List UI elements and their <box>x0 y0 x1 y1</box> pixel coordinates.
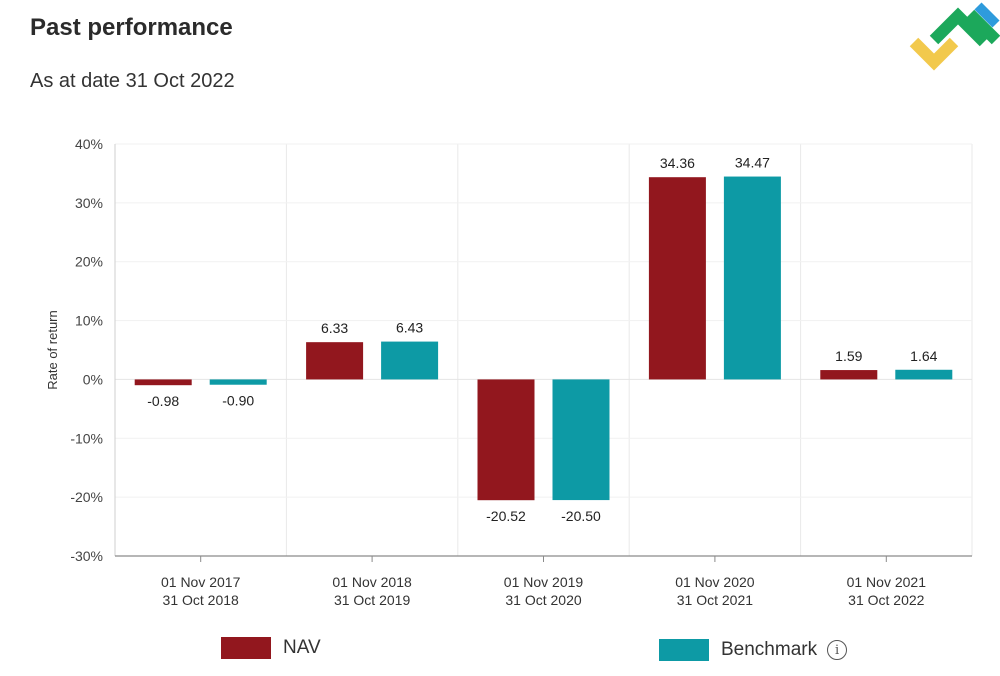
legend-nav[interactable]: NAV <box>221 637 321 659</box>
data-label: 34.36 <box>660 155 695 171</box>
x-tick-label: 31 Oct 2020 <box>505 592 581 608</box>
x-tick-label: 01 Nov 2017 <box>161 574 241 590</box>
brand-logo-icon <box>908 0 1000 97</box>
x-tick-label: 01 Nov 2018 <box>332 574 412 590</box>
x-tick-label: 01 Nov 2020 <box>675 574 755 590</box>
x-tick-label: 01 Nov 2021 <box>847 574 927 590</box>
benchmark-swatch <box>659 639 709 661</box>
y-tick-label: 40% <box>75 136 103 152</box>
data-label: -0.90 <box>222 393 254 409</box>
benchmark-bar <box>895 369 953 380</box>
nav-bar <box>477 379 535 501</box>
nav-swatch <box>221 637 271 659</box>
data-label: -20.52 <box>486 508 526 524</box>
nav-bar <box>134 379 192 386</box>
page-title: Past performance <box>30 14 233 41</box>
legend-benchmark-label: Benchmark <box>721 639 818 660</box>
y-tick-label: 20% <box>75 254 103 270</box>
y-tick-label: -20% <box>70 489 103 505</box>
data-label: -0.98 <box>147 393 179 409</box>
y-tick-label: 10% <box>75 313 103 329</box>
x-tick-label: 01 Nov 2019 <box>504 574 584 590</box>
y-tick-label: -30% <box>70 548 103 564</box>
x-tick-label: 31 Oct 2019 <box>334 592 410 608</box>
nav-bar <box>306 342 364 380</box>
nav-bar <box>648 177 706 380</box>
legend-nav-label: NAV <box>283 637 321 658</box>
benchmark-bar <box>552 379 610 501</box>
info-icon[interactable]: i <box>827 640 848 660</box>
as-at-date: As at date 31 Oct 2022 <box>30 70 235 92</box>
data-label: 34.47 <box>735 155 770 171</box>
data-label: 1.59 <box>835 348 862 364</box>
y-tick-label: 30% <box>75 195 103 211</box>
benchmark-bar <box>381 341 439 380</box>
legend-benchmark[interactable]: Benchmark i <box>659 639 848 661</box>
y-tick-label: 0% <box>83 371 103 387</box>
data-label: 6.43 <box>396 320 423 336</box>
y-axis-title: Rate of return <box>45 310 60 390</box>
x-tick-label: 31 Oct 2022 <box>848 592 924 608</box>
x-tick-label: 31 Oct 2018 <box>163 592 239 608</box>
nav-bar <box>820 370 878 380</box>
x-tick-label: 31 Oct 2021 <box>677 592 753 608</box>
data-label: 1.64 <box>910 348 937 364</box>
data-label: -20.50 <box>561 508 601 524</box>
y-tick-label: -10% <box>70 430 103 446</box>
benchmark-bar <box>209 379 267 385</box>
data-label: 6.33 <box>321 320 348 336</box>
benchmark-bar <box>723 176 781 380</box>
